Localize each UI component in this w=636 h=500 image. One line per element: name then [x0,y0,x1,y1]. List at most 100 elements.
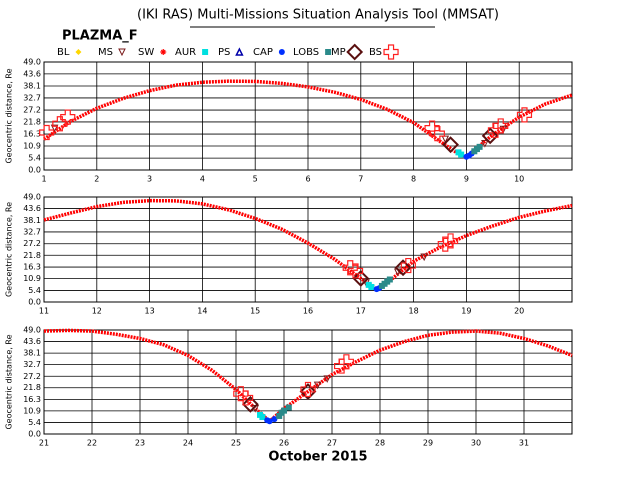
legend-symbol [383,44,399,60]
y-tick-label: 38.1 [23,216,41,225]
marker-cross [334,358,350,374]
orbit-line [43,328,573,424]
y-tick-label: 32.7 [23,360,41,369]
x-tick-label: 18 [409,307,419,316]
legend-label: MS [98,47,113,58]
y-tick-label: 21.8 [23,117,41,126]
x-tick-label: 27 [327,439,337,448]
x-tick-label: 4 [200,175,205,184]
x-tick-label: 12 [92,307,102,316]
marker-cross [516,107,533,123]
x-tick-label: 8 [411,175,416,184]
marker-cross [347,263,364,279]
legend-symbol [235,47,244,56]
x-tick-label: 13 [145,307,155,316]
x-tick-label: 15 [250,307,260,316]
x-tick-label: 19 [461,307,471,316]
marker-cross [60,109,76,125]
marker-big-diamond [299,383,317,400]
x-tick-label: 14 [197,307,207,316]
legend-symbol [202,49,209,55]
y-tick-label: 5.4 [28,418,41,427]
legend-symbol [160,49,167,55]
x-tick-label: 10 [514,175,524,184]
legend-label: LOBS [293,47,319,58]
marker-triangle [481,140,489,148]
marker-dot [271,416,278,423]
plot-frame [43,196,573,303]
marker-square [476,143,483,150]
x-tick-label: 3 [147,175,152,184]
series-layer [39,79,573,160]
marker-triangle [420,253,428,262]
y-tick-label: 32.7 [23,93,41,102]
x-tick-label: 31 [519,439,529,448]
x-tick-label: 2 [94,175,99,184]
y-tick-label: 38.1 [23,82,41,91]
legend-symbol [325,49,332,55]
marker-triangle [50,124,59,133]
marker-cross [338,354,354,370]
star-stroke [160,49,166,55]
y-tick-label: 0.0 [28,298,41,307]
marker-big-diamond [241,395,259,413]
legend-label: CAP [253,47,273,58]
y-tick-label: 43.6 [23,337,41,346]
panel: 0.0 5.4 10.9 16.3 21.8 27.2 32.7 38.1 43.6 49.0 1 2… [5,58,573,184]
y-tick-label: 16.3 [23,263,41,272]
marker-dot [266,418,273,425]
marker-cross [442,233,459,249]
marker-square [259,414,266,421]
y-tick-label: 21.8 [23,383,41,392]
y-tick-label: 10.9 [23,274,41,283]
legend: BL MS SW AUR PS CAP LOBS MP BS [57,43,399,61]
y-tick-label: 16.3 [23,395,41,404]
marker-cross [400,257,416,274]
legend-label: BL [57,47,70,58]
y-tick-label: 0.0 [28,430,41,439]
marker-triangle [313,381,322,390]
marker-cross [52,116,68,132]
panel: 0.0 5.4 10.9 16.3 21.8 27.2 32.7 38.1 43.6 49.0 11… [5,193,573,316]
x-tick-label: 5 [253,175,258,184]
legend-label: SW [138,47,154,58]
series-layer [43,198,573,293]
marker-cross [39,124,55,141]
marker-big-diamond [442,136,459,154]
y-tick-label: 38.1 [23,349,41,358]
marker-square [285,404,292,411]
legend-label: PS [218,47,230,58]
marker-square [281,407,287,414]
y-tick-label: 10.9 [23,141,41,150]
orbit-line [43,198,573,292]
marker-cross [424,120,440,136]
marker-square [276,412,283,419]
y-axis-label: Geocentric distance, Re [5,202,14,297]
x-tick-label: 23 [135,439,145,448]
x-tick-label: 24 [183,439,193,448]
x-tick-label: 7 [358,175,363,184]
y-tick-label: 21.8 [23,251,41,260]
x-axis-label: October 2015 [268,450,367,465]
x-tick-label: 6 [305,175,310,184]
y-tick-label: 32.7 [23,227,41,236]
marker-cross [238,390,254,406]
y-tick-label: 5.4 [28,286,41,295]
legend-symbol [278,49,285,55]
plot-frame [43,61,573,171]
marker-big-diamond [352,270,370,287]
legend-symbol [118,48,126,57]
x-tick-label: 20 [514,307,524,316]
y-axis-label: Geocentric distance, Re [5,68,14,163]
marker-big-diamond [394,259,412,277]
x-tick-label: 21 [39,439,49,448]
legend-symbol [75,49,82,55]
y-tick-label: 43.6 [23,69,41,78]
marker-square [368,284,375,290]
x-tick-label: 28 [375,439,385,448]
y-tick-label: 27.2 [23,372,41,381]
y-tick-label: 49.0 [23,58,41,67]
marker-square [386,276,393,283]
marker-cross [429,126,445,142]
x-tick-label: 9 [464,175,469,184]
